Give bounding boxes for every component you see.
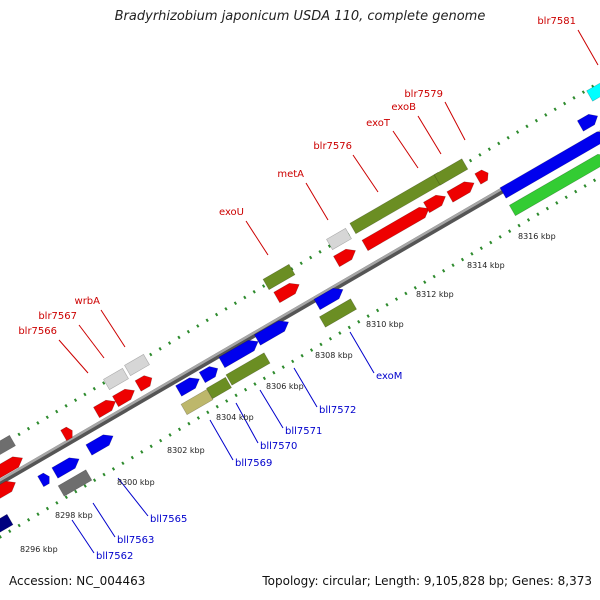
gene-feature (103, 367, 129, 391)
gene-feature (326, 227, 352, 251)
leader-line (349, 331, 375, 374)
forward-gene-label: blr7581 (537, 16, 576, 27)
leader-line (245, 220, 269, 256)
leader-line (58, 339, 89, 374)
leader-line (444, 101, 466, 141)
reverse-strand-guide (0, 175, 600, 539)
reverse-gene-label: exoM (376, 371, 402, 382)
gene-feature (175, 377, 200, 397)
gene-feature (273, 282, 300, 304)
features-layer (0, 82, 600, 541)
gene-feature (508, 153, 600, 217)
leader-lines-layer (58, 29, 599, 554)
reverse-gene-label: bll7572 (319, 405, 356, 416)
gene-feature (180, 388, 214, 416)
forward-labels-layer: blr7566 blr7567 wrbA exoU metA blr7576 exoTexo… (18, 16, 576, 337)
gene-feature (0, 480, 16, 500)
gene-feature (51, 457, 80, 479)
forward-gene-label: exoU (219, 207, 244, 218)
gene-feature (446, 181, 475, 203)
map-title: Bradyrhizobium japonicum USDA 110, compl… (114, 9, 486, 24)
scale-tick-label: 8304 kbp (216, 413, 254, 422)
genome-summary-text: Topology: circular; Length: 9,105,828 bp… (262, 574, 592, 588)
gene-feature (423, 194, 446, 214)
gene-feature (112, 388, 135, 408)
reverse-gene-label: bll7569 (235, 458, 272, 469)
gene-feature (85, 434, 114, 456)
gene-feature (0, 513, 14, 541)
scale-tick-label: 8308 kbp (315, 351, 353, 360)
gene-feature (134, 375, 153, 392)
leader-line (117, 477, 149, 517)
gene-feature (499, 131, 600, 199)
leader-line (577, 29, 599, 66)
forward-gene-label: blr7566 (18, 326, 57, 337)
forward-gene-label: blr7579 (404, 89, 443, 100)
forward-gene-label: metA (277, 169, 304, 180)
gene-feature (433, 158, 469, 186)
gene-feature (206, 376, 232, 400)
leader-line (235, 402, 259, 444)
reverse-gene-label: bll7565 (150, 514, 187, 525)
leader-line (392, 130, 419, 169)
forward-gene-label: blr7576 (313, 141, 352, 152)
gene-feature (57, 469, 93, 497)
leader-line (209, 419, 234, 461)
gene-feature (0, 456, 24, 482)
scale-tick-label: 8312 kbp (416, 290, 454, 299)
leader-line (71, 519, 95, 554)
gene-feature (576, 113, 599, 132)
gene-feature (0, 434, 16, 458)
scale-tick-label: 8306 kbp (266, 382, 304, 391)
scale-tick-label: 8302 kbp (167, 446, 205, 455)
gene-feature (254, 320, 290, 346)
scale-tick-label: 8316 kbp (518, 232, 556, 241)
leader-line (259, 389, 284, 429)
gene-feature (93, 399, 116, 419)
leader-line (417, 115, 442, 155)
gene-feature (361, 206, 430, 252)
gene-feature (586, 82, 600, 102)
leader-line (78, 324, 105, 359)
gene-feature (313, 287, 344, 311)
leader-line (293, 367, 318, 408)
leader-line (305, 182, 329, 221)
leader-line (100, 309, 126, 348)
gene-feature (319, 298, 357, 328)
gene-feature (37, 472, 50, 488)
reverse-gene-label: bll7570 (260, 441, 297, 452)
leader-line (92, 502, 116, 538)
scale-tick-label: 8310 kbp (366, 320, 404, 329)
gene-feature (60, 426, 73, 442)
gene-feature (225, 352, 271, 386)
forward-gene-label: exoB (391, 102, 416, 113)
reverse-gene-label: bll7571 (285, 426, 322, 437)
accession-text: Accession: NC_004463 (9, 574, 146, 588)
gene-feature (124, 353, 150, 377)
scale-tick-label: 8314 kbp (467, 261, 505, 270)
forward-gene-label: blr7567 (38, 311, 77, 322)
reverse-labels-layer: bll7562 bll7563 bll7565 bll7569 bll7570 bll75… (96, 371, 402, 562)
forward-gene-label: exoT (366, 118, 391, 129)
gene-feature (262, 263, 296, 291)
gene-feature (474, 169, 489, 185)
gene-feature (198, 366, 219, 384)
forward-strand-guide (0, 80, 600, 448)
scale-tick-label: 8298 kbp (55, 511, 93, 520)
reverse-gene-label: bll7562 (96, 551, 133, 562)
scale-tick-label: 8296 kbp (20, 545, 58, 554)
tick-labels-layer: 8296 kbp 8298 kbp 8300 kbp 8302 kbp 8304 kbp… (20, 232, 556, 554)
leader-line (352, 154, 379, 193)
scale-tick-label: 8300 kbp (117, 478, 155, 487)
forward-gene-label: wrbA (75, 296, 101, 307)
reverse-gene-label: bll7563 (117, 535, 154, 546)
gene-feature (333, 248, 356, 268)
gene-feature (218, 339, 259, 369)
